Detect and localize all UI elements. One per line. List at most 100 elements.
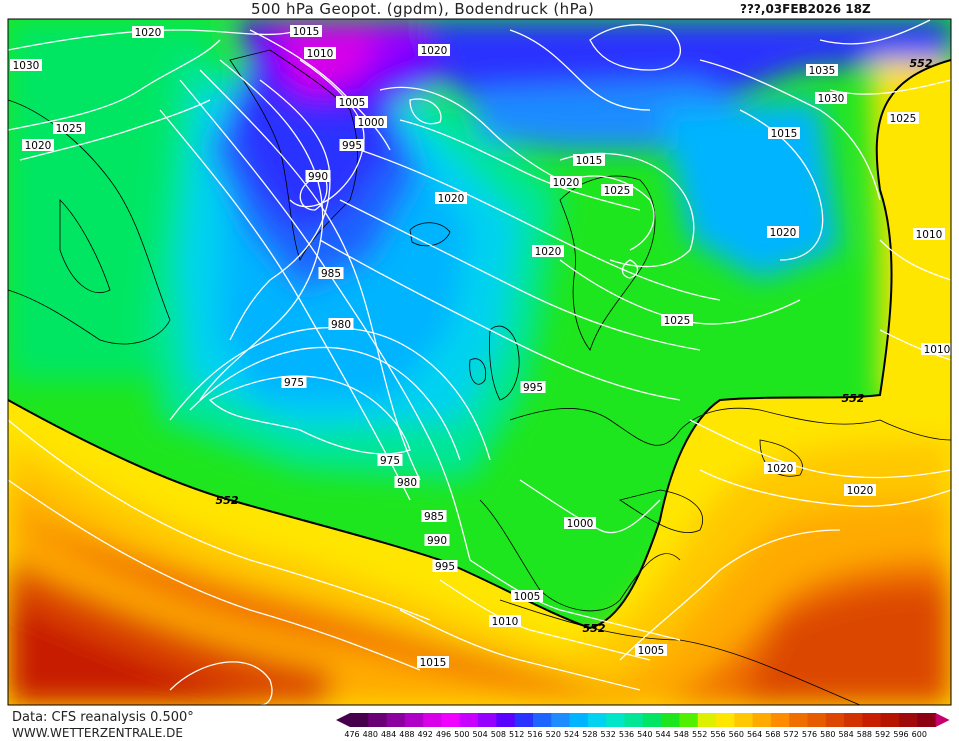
- isobar-label: 985: [318, 267, 344, 280]
- legend-level-label: 508: [491, 730, 506, 739]
- isobar-label-text: 990: [308, 171, 328, 183]
- isobar-label-text: 985: [424, 511, 444, 523]
- legend-swatch: [642, 713, 662, 727]
- legend-swatch: [350, 713, 369, 727]
- isobar-label-bg: [564, 517, 596, 529]
- isobar-label-bg: [573, 154, 605, 166]
- isobar-label-bg: [815, 92, 847, 104]
- legend-swatch: [569, 713, 589, 727]
- contour-552-labels: 552 552 552 552: [216, 57, 933, 635]
- isobar-label-bg: [424, 534, 450, 546]
- isobar-label: 1005: [336, 96, 368, 109]
- legend-level-label: 492: [418, 730, 433, 739]
- isobar-label-bg: [336, 96, 368, 108]
- legend-swatch: [899, 713, 918, 727]
- isobar-label-text: 1010: [916, 229, 943, 241]
- legend-swatch: [752, 713, 772, 727]
- isobar-label-bg: [806, 64, 838, 76]
- isobar-label-text: 1020: [421, 45, 448, 57]
- isobar-label-bg: [520, 381, 546, 393]
- isobar-label-bg: [550, 176, 582, 188]
- isobar-label-text: 1025: [56, 123, 83, 135]
- isobar-label-bg: [328, 318, 354, 330]
- isobar-label-text: 995: [435, 561, 455, 573]
- contour-552-label: 552: [216, 494, 239, 507]
- legend-swatch: [844, 713, 863, 727]
- isobar-label-bg: [10, 59, 42, 71]
- isobar-label-bg: [913, 228, 945, 240]
- isobar-labels: 1020 1015 1010 1020 1030 1035 1030 1025 1020 1005…: [10, 25, 951, 669]
- legend-swatch: [770, 713, 790, 727]
- isobar-label-text: 1020: [767, 463, 794, 475]
- isobar-label-text: 975: [284, 377, 304, 389]
- isobar-label-bg: [339, 139, 365, 151]
- isobar-label-text: 1000: [567, 518, 594, 530]
- map-date: ???,03FEB2026 18Z: [740, 2, 871, 16]
- isobar-label-text: 1015: [576, 155, 603, 167]
- isobar-label-text: 1010: [924, 344, 951, 356]
- legend-level-label: 504: [472, 730, 487, 739]
- legend-level-label: 480: [363, 730, 378, 739]
- legend-level-label: 588: [857, 730, 872, 739]
- isobar-label: 975: [281, 376, 307, 389]
- isobar-label: 1035: [806, 64, 838, 77]
- isobar-label-text: 1020: [25, 140, 52, 152]
- isobar-label-text: 980: [331, 319, 351, 331]
- legend-swatch: [606, 713, 625, 727]
- legend-swatch: [734, 713, 754, 727]
- legend-level-label: 552: [692, 730, 707, 739]
- legend-low-arrow: [336, 713, 350, 727]
- legend-swatch: [825, 713, 845, 727]
- isobar-label-text: 1025: [604, 185, 631, 197]
- legend-swatch: [862, 713, 882, 727]
- isobar-label-text: 1020: [770, 227, 797, 239]
- data-source-label: Data: CFS reanalysis 0.500°: [12, 710, 194, 725]
- isobar-label-bg: [53, 122, 85, 134]
- legend-swatch: [514, 713, 534, 727]
- legend-swatch: [917, 713, 937, 727]
- legend-level-label: 568: [765, 730, 780, 739]
- isobar-label-bg: [417, 656, 449, 668]
- isobar-label-bg: [532, 245, 564, 257]
- contour-552-line: [8, 59, 951, 630]
- isobar-label-text: 1020: [847, 485, 874, 497]
- isobar-label: 990: [424, 534, 450, 547]
- legend-level-label: 544: [655, 730, 670, 739]
- isobar-label-bg: [132, 26, 164, 38]
- isobar-label: 1020: [418, 44, 450, 57]
- legend-swatch: [368, 713, 388, 727]
- isobar-label: 1025: [887, 112, 919, 125]
- isobar-label-bg: [887, 112, 919, 124]
- isobar-label-text: 1020: [135, 27, 162, 39]
- legend-swatch: [716, 713, 735, 727]
- legend-level-label: 520: [546, 730, 561, 739]
- legend-swatch: [661, 713, 680, 727]
- isobar-label-text: 990: [427, 535, 447, 547]
- isobar-label: 985: [421, 510, 447, 523]
- website-label: WWW.WETTERZENTRALE.DE: [12, 726, 183, 740]
- legend-level-label: 536: [619, 730, 634, 739]
- isobar-label: 1020: [435, 192, 467, 205]
- isobar-label-text: 1020: [438, 193, 465, 205]
- isobar-label: 1010: [304, 47, 336, 60]
- isobar-label-text: 1035: [809, 65, 836, 77]
- legend-swatch: [533, 713, 552, 727]
- isobar-label-bg: [435, 192, 467, 204]
- isobar-label-bg: [489, 615, 521, 627]
- isobar-label: 980: [328, 318, 354, 331]
- isobar-label: 1030: [10, 59, 42, 72]
- legend-level-label: 600: [912, 730, 927, 739]
- legend-swatch: [496, 713, 516, 727]
- isobar-label-text: 985: [321, 268, 341, 280]
- isobar-label-bg: [768, 127, 800, 139]
- isobar-label-bg: [281, 376, 307, 388]
- legend-swatch: [441, 713, 461, 727]
- isobar-label: 1020: [132, 26, 164, 39]
- isobar-label-bg: [661, 314, 693, 326]
- isobar-label-bg: [305, 170, 331, 182]
- legend-swatch: [624, 713, 644, 727]
- map-header: 500 hPa Geopot. (gpdm), Bodendruck (hPa)…: [0, 0, 959, 18]
- isobar-label: 1005: [511, 590, 543, 603]
- isobar-label-text: 975: [380, 455, 400, 467]
